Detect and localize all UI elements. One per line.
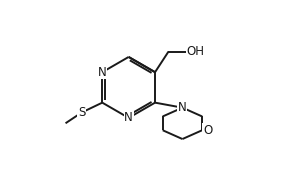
Text: S: S	[78, 106, 85, 119]
Text: N: N	[98, 66, 107, 79]
Text: N: N	[178, 101, 187, 114]
Text: N: N	[124, 111, 133, 124]
Text: O: O	[203, 124, 212, 137]
Text: OH: OH	[186, 45, 204, 58]
